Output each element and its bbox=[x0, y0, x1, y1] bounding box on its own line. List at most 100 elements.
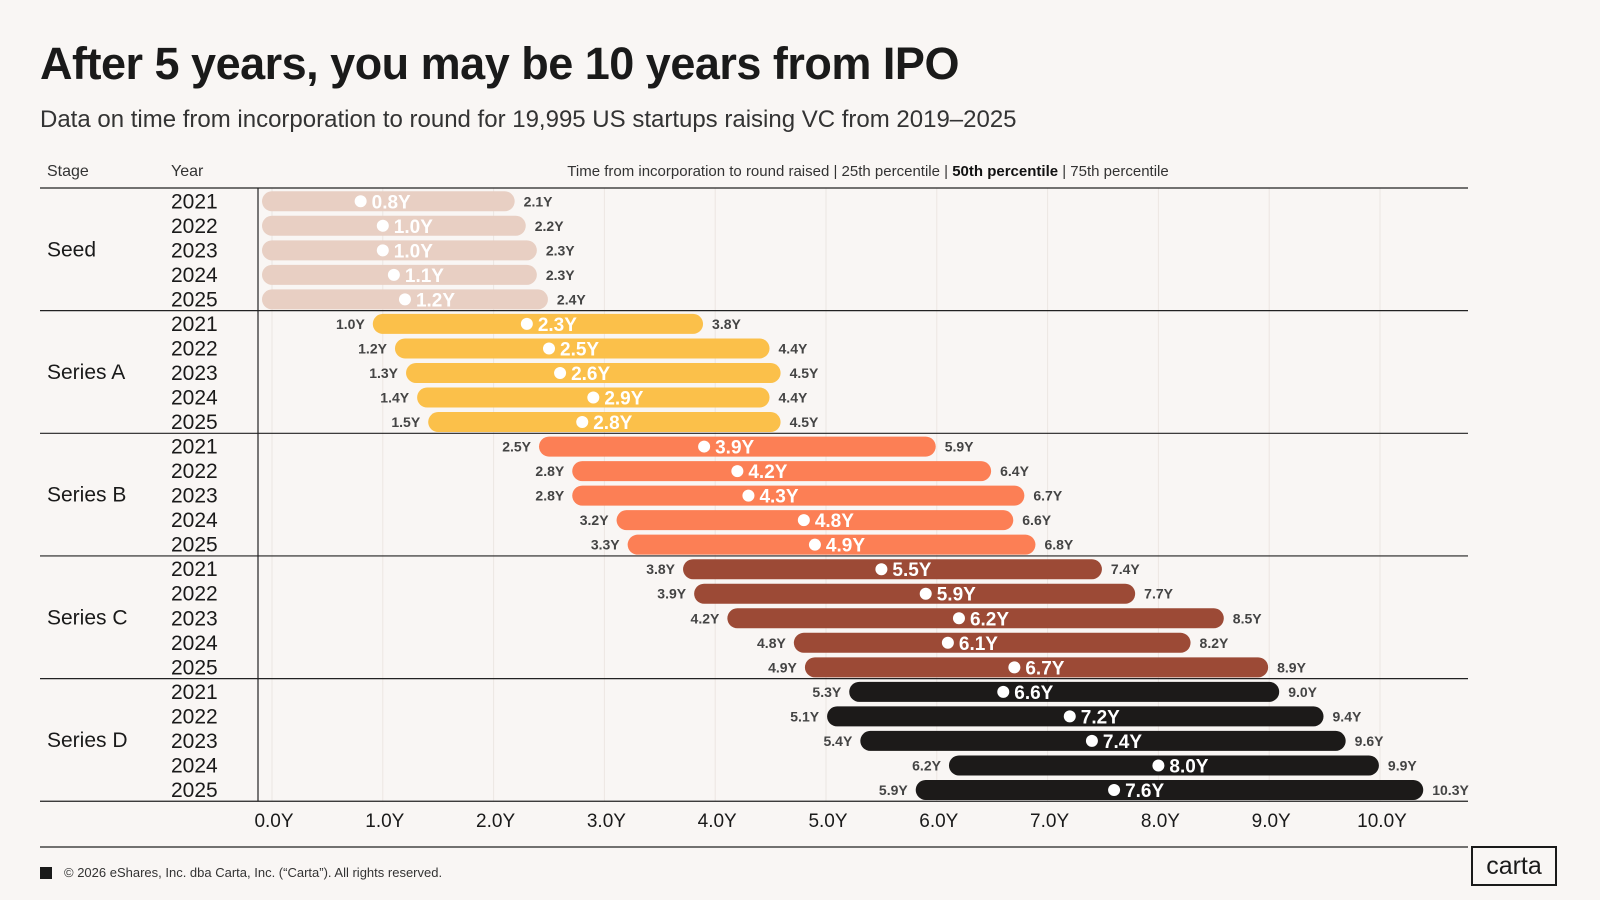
median-label: 2.6Y bbox=[571, 364, 610, 385]
range-bar bbox=[804, 657, 1269, 678]
stage-label: Series A bbox=[47, 361, 125, 384]
median-label: 0.8Y bbox=[372, 192, 411, 213]
year-label: 2024 bbox=[171, 264, 218, 287]
year-label: 2024 bbox=[171, 632, 218, 655]
year-label: 2022 bbox=[171, 337, 218, 360]
p25-label: 5.1Y bbox=[790, 708, 819, 724]
p75-label: 2.2Y bbox=[535, 218, 564, 234]
year-label: 2024 bbox=[171, 509, 218, 532]
median-dot bbox=[376, 244, 389, 257]
p75-label: 6.4Y bbox=[1000, 463, 1029, 479]
p75-label: 6.7Y bbox=[1033, 488, 1062, 504]
median-label: 8.0Y bbox=[1169, 756, 1208, 777]
year-label: 2021 bbox=[171, 681, 218, 704]
p25-label: 4.2Y bbox=[691, 610, 720, 626]
chart-title: After 5 years, you may be 10 years from … bbox=[40, 38, 959, 89]
range-bar bbox=[539, 436, 936, 457]
year-label: 2022 bbox=[171, 215, 218, 238]
x-tick-label: 7.0Y bbox=[1030, 811, 1069, 832]
header-text-part: Time from incorporation to round raised … bbox=[567, 163, 952, 180]
median-dot bbox=[520, 317, 533, 330]
p75-label: 8.9Y bbox=[1277, 659, 1306, 675]
year-label: 2021 bbox=[171, 190, 218, 213]
median-dot bbox=[576, 416, 589, 429]
p75-label: 7.4Y bbox=[1111, 561, 1140, 577]
median-label: 1.0Y bbox=[394, 217, 433, 238]
chart-subtitle: Data on time from incorporation to round… bbox=[40, 106, 1017, 133]
median-label: 2.3Y bbox=[538, 315, 577, 336]
p75-label: 2.4Y bbox=[557, 291, 586, 307]
p75-label: 9.0Y bbox=[1288, 684, 1317, 700]
year-label: 2024 bbox=[171, 754, 218, 777]
median-dot bbox=[554, 366, 567, 379]
carta-logo: carta bbox=[1471, 846, 1557, 886]
median-dot bbox=[1085, 734, 1098, 747]
x-tick-label: 8.0Y bbox=[1141, 811, 1180, 832]
x-tick-label: 9.0Y bbox=[1252, 811, 1291, 832]
header-text-part: | 75th percentile bbox=[1058, 163, 1169, 180]
median-dot bbox=[587, 391, 600, 404]
p25-label: 3.9Y bbox=[657, 586, 686, 602]
median-dot bbox=[543, 342, 555, 355]
median-dot bbox=[1008, 661, 1021, 674]
median-label: 2.8Y bbox=[593, 413, 632, 434]
p25-label: 1.4Y bbox=[380, 390, 409, 406]
median-dot bbox=[952, 612, 965, 625]
year-label: 2025 bbox=[171, 288, 218, 311]
p75-label: 9.9Y bbox=[1388, 757, 1417, 773]
range-bar bbox=[572, 461, 992, 482]
p75-label: 8.5Y bbox=[1233, 610, 1262, 626]
x-tick-label: 6.0Y bbox=[919, 811, 958, 832]
median-label: 4.3Y bbox=[759, 487, 798, 508]
year-label: 2025 bbox=[171, 534, 218, 557]
range-bar bbox=[262, 215, 526, 236]
p75-label: 2.3Y bbox=[546, 267, 575, 283]
median-dot bbox=[731, 465, 744, 478]
p75-label: 4.4Y bbox=[779, 340, 808, 356]
p75-label: 2.1Y bbox=[524, 193, 553, 209]
x-tick-label: 2.0Y bbox=[476, 811, 515, 832]
p75-label: 9.6Y bbox=[1355, 733, 1384, 749]
range-bar bbox=[428, 412, 781, 433]
p25-label: 5.4Y bbox=[824, 733, 853, 749]
year-label: 2023 bbox=[171, 239, 218, 262]
p75-label: 4.5Y bbox=[790, 414, 819, 430]
p75-label: 2.3Y bbox=[546, 242, 575, 258]
x-tick-label: 4.0Y bbox=[698, 811, 737, 832]
median-dot bbox=[919, 587, 932, 600]
range-bar bbox=[683, 559, 1102, 580]
range-bar bbox=[406, 362, 781, 383]
p25-label: 2.8Y bbox=[535, 463, 564, 479]
p25-label: 2.8Y bbox=[535, 488, 564, 504]
median-label: 2.9Y bbox=[604, 389, 643, 410]
year-label: 2021 bbox=[171, 436, 218, 459]
median-label: 4.9Y bbox=[826, 536, 865, 557]
median-dot bbox=[797, 514, 810, 527]
median-label: 6.6Y bbox=[1014, 683, 1053, 704]
range-bar bbox=[627, 534, 1036, 555]
x-tick-label: 3.0Y bbox=[587, 811, 626, 832]
range-bar bbox=[727, 608, 1224, 629]
median-label: 6.1Y bbox=[959, 634, 998, 655]
p75-label: 7.7Y bbox=[1144, 586, 1173, 602]
year-label: 2022 bbox=[171, 583, 218, 606]
p75-label: 5.9Y bbox=[945, 439, 974, 455]
p25-label: 5.9Y bbox=[879, 782, 908, 798]
median-dot bbox=[376, 219, 389, 232]
median-label: 3.9Y bbox=[715, 438, 754, 459]
p25-label: 3.3Y bbox=[591, 537, 620, 553]
median-label: 1.2Y bbox=[416, 290, 455, 311]
range-bar bbox=[694, 583, 1136, 604]
p25-label: 4.9Y bbox=[768, 659, 797, 675]
range-bar bbox=[616, 510, 1014, 531]
p75-label: 6.8Y bbox=[1044, 537, 1073, 553]
year-label: 2025 bbox=[171, 656, 218, 679]
median-dot bbox=[1108, 783, 1121, 796]
header-median-emphasis: 50th percentile bbox=[952, 163, 1058, 180]
x-tick-label: 10.0Y bbox=[1357, 811, 1407, 832]
median-dot bbox=[808, 538, 821, 551]
year-label: 2025 bbox=[171, 411, 218, 434]
p25-label: 3.8Y bbox=[646, 561, 675, 577]
median-dot bbox=[997, 685, 1010, 698]
median-dot bbox=[941, 636, 954, 649]
